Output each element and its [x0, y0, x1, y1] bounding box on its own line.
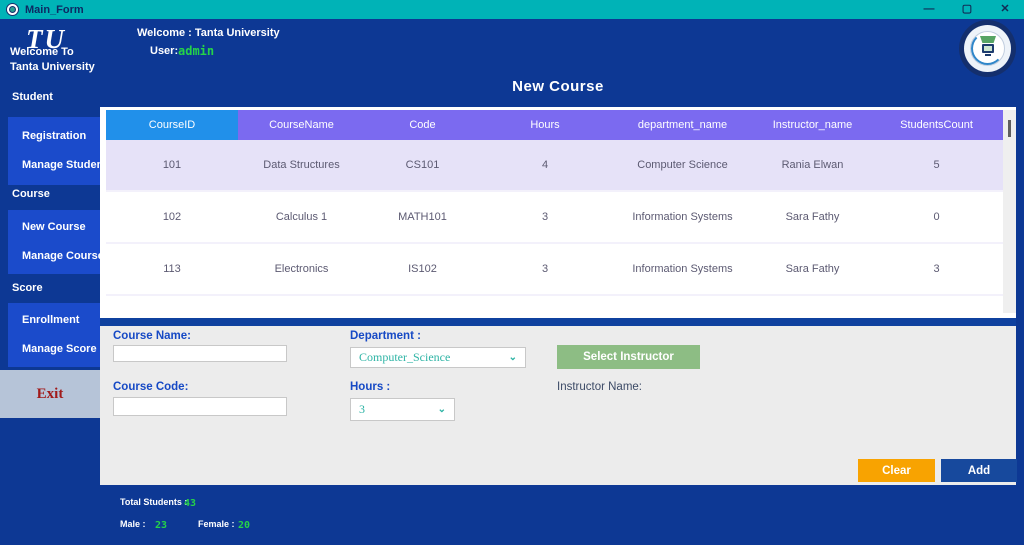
divider-bar	[100, 316, 1016, 326]
new-course-form: Course Name: Course Code: Department : C…	[100, 326, 1017, 485]
add-button[interactable]: Add	[941, 459, 1017, 482]
cell-department: Information Systems	[632, 263, 733, 275]
courses-table-card: CourseID CourseName Code Hours departmen…	[100, 107, 1016, 316]
department-selected-value: Computer_Science	[359, 350, 451, 364]
cell-hours: 4	[541, 159, 549, 171]
column-header-coursename[interactable]: CourseName	[269, 119, 334, 131]
cell-code: MATH101	[398, 211, 447, 223]
sidebar-item-enrollment[interactable]: Enrollment	[22, 314, 80, 326]
column-header-courseid[interactable]: CourseID	[106, 110, 238, 140]
cell-instructor: Sara Fathy	[785, 211, 840, 223]
total-students-value: 43	[184, 498, 197, 509]
female-value: 20	[238, 520, 251, 531]
scrollbar-thumb[interactable]	[1008, 120, 1011, 137]
vertical-scrollbar[interactable]	[1003, 110, 1016, 313]
clear-button[interactable]: Clear	[858, 459, 935, 482]
column-header-code[interactable]: Code	[409, 119, 436, 131]
minimize-button[interactable]: —	[923, 3, 935, 15]
chevron-down-icon: ⌄	[508, 352, 517, 363]
brand-welcome-line: Welcome To	[10, 46, 74, 58]
sidebar-item-manage-score[interactable]: Manage Score	[22, 343, 97, 355]
select-instructor-button[interactable]: Select Instructor	[557, 345, 700, 369]
department-label: Department :	[350, 330, 421, 342]
window-controls: — ▢ ✕	[922, 0, 1018, 19]
table-header-row: CourseID CourseName Code Hours departmen…	[106, 110, 1003, 140]
cell-code: IS102	[408, 263, 437, 275]
welcome-text: Welcome : Tanta University	[137, 27, 280, 39]
cell-instructor: Sara Fathy	[785, 263, 840, 275]
cell-studentscount: 5	[933, 159, 940, 171]
cell-department: Computer Science	[637, 159, 728, 171]
university-initials: TU	[26, 24, 66, 54]
cell-coursename: Electronics	[274, 263, 329, 275]
column-header-hours[interactable]: Hours	[530, 119, 560, 131]
column-header-instructor[interactable]: Instructor_name	[772, 119, 853, 131]
page-title: New Course	[512, 78, 604, 95]
exit-button[interactable]: Exit	[0, 370, 100, 418]
sidebar-item-new-course[interactable]: New Course	[22, 221, 86, 233]
maximize-button[interactable]: ▢	[961, 3, 973, 15]
column-header-department[interactable]: department_name	[637, 119, 728, 131]
cell-department: Information Systems	[632, 211, 733, 223]
hours-label: Hours :	[350, 381, 391, 393]
sidebar-section-course[interactable]: Course	[12, 188, 50, 200]
cell-code: CS101	[405, 159, 440, 171]
hours-selected-value: 3	[359, 402, 365, 416]
instructor-name-label: Instructor Name:	[557, 381, 642, 393]
close-button[interactable]: ✕	[1000, 3, 1010, 15]
course-name-input[interactable]	[113, 345, 287, 362]
cell-studentscount: 3	[933, 263, 940, 275]
university-logo	[959, 20, 1016, 77]
sidebar-item-manage-student[interactable]: Manage Student	[22, 159, 107, 171]
department-select[interactable]: Computer_Science ⌄	[350, 347, 526, 368]
sidebar-item-registration[interactable]: Registration	[22, 130, 87, 142]
course-name-label: Course Name:	[113, 330, 191, 342]
cell-hours: 3	[541, 211, 549, 223]
table-row[interactable]: 113 Electronics IS102 3 Information Syst…	[106, 244, 1003, 296]
female-label: Female :	[198, 519, 235, 529]
total-students-label: Total Students :	[120, 497, 188, 507]
sidebar-section-student[interactable]: Student	[12, 91, 53, 103]
course-code-input[interactable]	[113, 397, 287, 416]
user-value: admin	[178, 44, 215, 58]
cell-courseid: 102	[162, 211, 182, 223]
courses-grid: CourseID CourseName Code Hours departmen…	[106, 110, 1003, 296]
title-bar: Main_Form — ▢ ✕	[0, 0, 1024, 19]
window-title: Main_Form	[25, 3, 84, 16]
sidebar: TU Welcome To Tanta University Student R…	[0, 19, 107, 545]
hours-select[interactable]: 3 ⌄	[350, 398, 455, 421]
sidebar-block-course: New Course Manage Course	[8, 210, 104, 274]
table-row[interactable]: 101 Data Structures CS101 4 Computer Sci…	[106, 140, 1003, 192]
cell-instructor: Rania Elwan	[781, 159, 844, 171]
sidebar-section-score[interactable]: Score	[12, 282, 43, 294]
cell-coursename: Data Structures	[263, 159, 340, 171]
app-logo-icon	[6, 3, 19, 16]
course-code-label: Course Code:	[113, 381, 189, 393]
cell-courseid: 113	[163, 263, 181, 275]
cell-coursename: Calculus 1	[275, 211, 328, 223]
sidebar-block-score: Enrollment Manage Score	[8, 303, 100, 367]
male-label: Male :	[120, 519, 146, 529]
cell-studentscount: 0	[933, 211, 940, 223]
table-row[interactable]: 102 Calculus 1 MATH101 3 Information Sys…	[106, 192, 1003, 244]
sidebar-block-student: Registration Manage Student	[8, 117, 107, 185]
cell-hours: 3	[541, 263, 549, 275]
sidebar-item-manage-course[interactable]: Manage Course	[22, 250, 104, 262]
male-value: 23	[155, 520, 168, 531]
logo-swirl-icon	[971, 32, 1004, 65]
cell-courseid: 101	[162, 159, 182, 171]
column-header-studentscount[interactable]: StudentsCount	[900, 119, 973, 131]
brand-university-line: Tanta University	[10, 61, 95, 73]
chevron-down-icon: ⌄	[437, 404, 446, 415]
user-label: User:	[150, 45, 179, 57]
